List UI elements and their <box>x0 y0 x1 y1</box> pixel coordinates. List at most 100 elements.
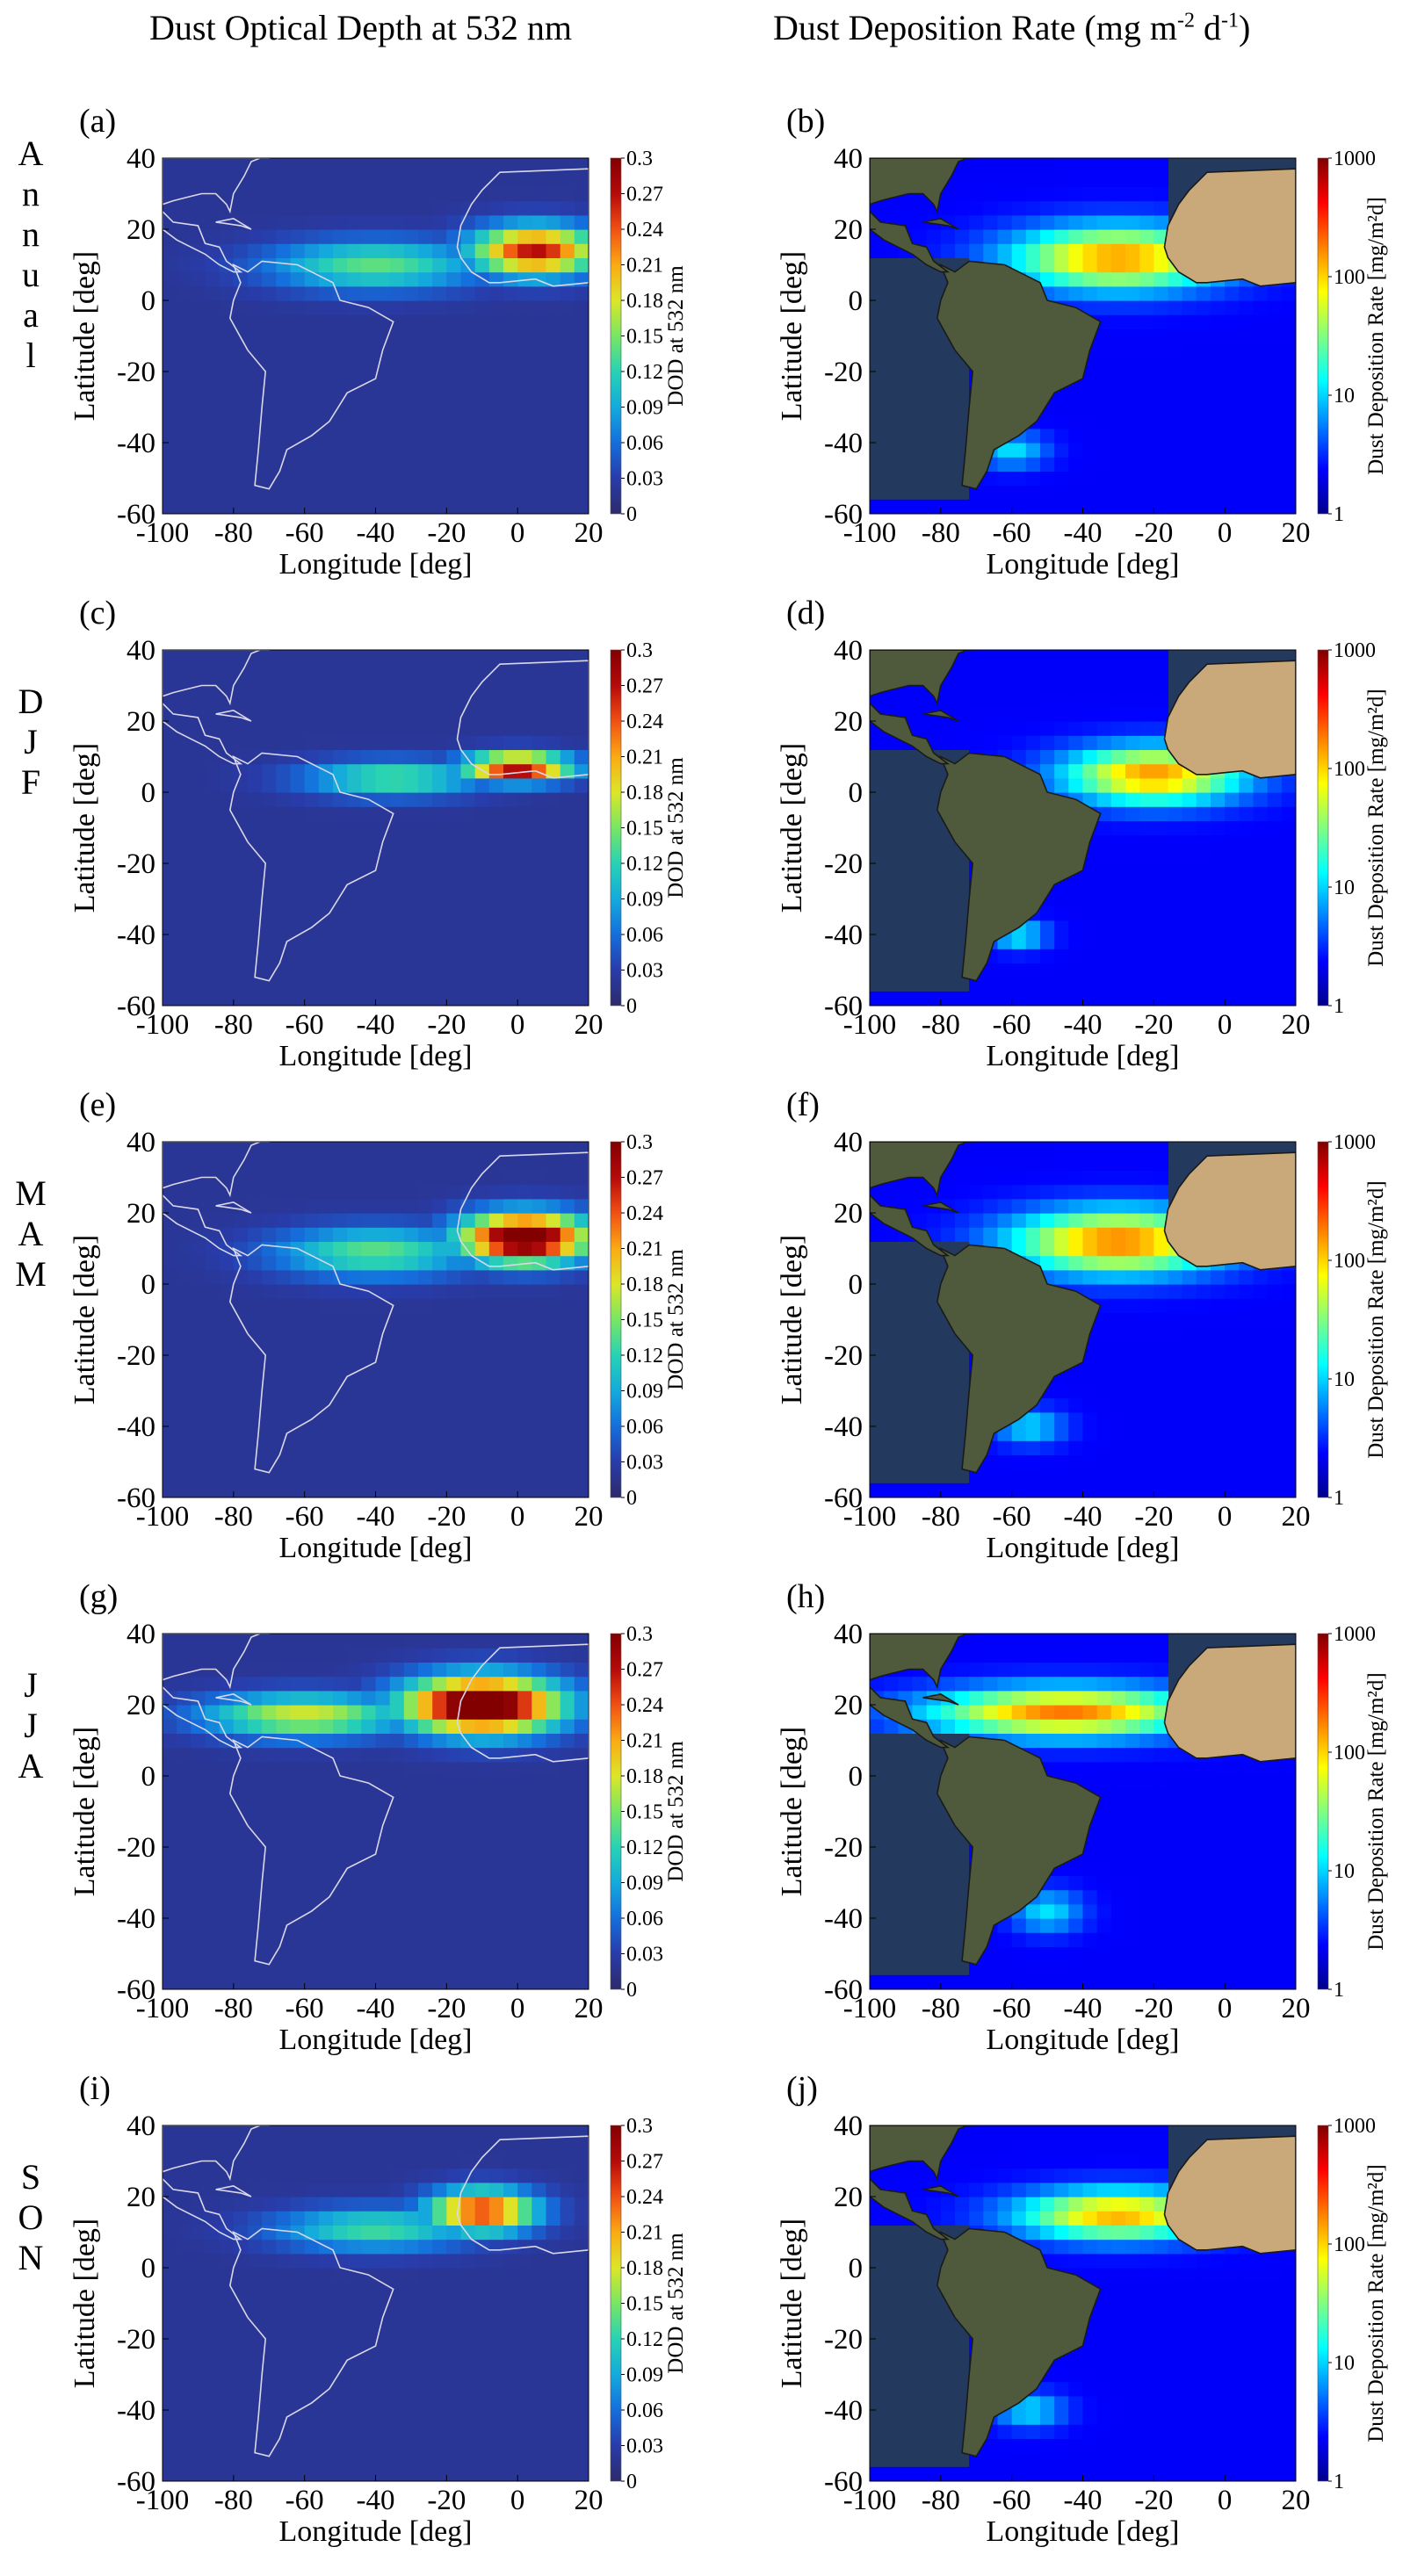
plot-area <box>163 1634 589 1989</box>
x-tick-label: -20 <box>427 1501 466 1533</box>
x-tick-label: -80 <box>922 517 960 549</box>
coastline <box>1163 1643 1296 1763</box>
y-tick-label: -60 <box>117 2466 155 2498</box>
colorbar-tick-label: 0.12 <box>626 361 663 384</box>
x-tick-label: 20 <box>575 1993 604 2024</box>
y-tick-label: 20 <box>834 1690 863 1721</box>
coastline <box>870 1685 951 1749</box>
colorbar-tick-label: 0.24 <box>626 711 663 733</box>
y-tick-label: -20 <box>824 848 863 880</box>
y-tick-label: 0 <box>849 1269 864 1301</box>
panel-letter: (b) <box>786 103 825 140</box>
colorbar-tick-label: 0.3 <box>626 639 653 662</box>
x-tick-label: 0 <box>1218 517 1233 549</box>
x-tick-label: -80 <box>214 517 253 549</box>
x-tick-label: -20 <box>427 1993 466 2024</box>
panel-letter: (e) <box>79 1086 116 1123</box>
x-axis-title: Longitude [deg] <box>987 1532 1180 1564</box>
y-tick-label: -20 <box>117 848 155 880</box>
colorbar-tick-label: 0.27 <box>626 184 663 206</box>
x-tick-label: -100 <box>136 1009 190 1041</box>
coastline <box>922 1201 959 1214</box>
colorbar-tick-label: 0.21 <box>626 1238 663 1261</box>
x-tick-label: -80 <box>214 2485 253 2516</box>
x-tick-label: -60 <box>993 1009 1031 1041</box>
x-tick-label: -60 <box>286 1993 324 2024</box>
x-tick-label: -80 <box>922 1009 960 1041</box>
colorbar-tick-label: 10 <box>1334 877 1355 899</box>
col-title-dod-text: Dust Optical Depth at 532 nm <box>149 8 573 47</box>
x-axis-title: Longitude [deg] <box>279 1040 473 1072</box>
coastline <box>922 710 959 722</box>
y-tick-label: -60 <box>824 2466 863 2498</box>
y-axis-title: Latitude [deg] <box>69 251 101 422</box>
colorbar-tick-label: 0.27 <box>626 675 663 698</box>
y-tick-label: -20 <box>824 1832 863 1864</box>
y-tick-label: -40 <box>824 428 863 459</box>
x-tick-label: -40 <box>357 1501 395 1533</box>
y-tick-label: 20 <box>834 214 863 246</box>
x-tick-label: -40 <box>1064 1501 1103 1533</box>
y-tick-label: -40 <box>824 2395 863 2427</box>
x-tick-label: 20 <box>1282 1009 1311 1041</box>
x-tick-label: -100 <box>136 2485 190 2516</box>
coastline <box>870 702 951 765</box>
colorbar-tick-label: 0.3 <box>626 1131 653 1154</box>
y-tick-label: -20 <box>117 1832 155 1864</box>
colorbar-tick-label: 1 <box>1334 503 1344 526</box>
colorbar-tick-label: 1000 <box>1334 639 1376 662</box>
y-tick-label: -40 <box>117 2395 155 2427</box>
coastline <box>870 2177 951 2240</box>
col-title-dep-prefix: Dust Deposition Rate (mg m <box>773 8 1177 47</box>
colorbar-tick-label: 0.09 <box>626 1381 663 1403</box>
plot-area <box>163 2125 589 2481</box>
colorbar-tick-label: 1 <box>1334 2471 1344 2493</box>
y-tick-label: -60 <box>117 1974 155 2006</box>
x-tick-label: 20 <box>575 517 604 549</box>
coastline <box>163 2177 243 2240</box>
panel-j: (j)-100 -80 -60 -40 -20 0 2040200-20-40-60Long… <box>776 2070 1388 2548</box>
colorbar <box>610 1633 622 1990</box>
colorbar-tick-label: 100 <box>1334 1742 1365 1764</box>
panel-c: (c)-100 -80 -60 -40 -20 0 2040200-20-40-60Long… <box>69 595 688 1072</box>
x-axis-title: Longitude [deg] <box>279 548 473 581</box>
y-tick-label: -40 <box>117 920 155 951</box>
y-axis-title: Latitude [deg] <box>776 743 808 913</box>
x-tick-label: -60 <box>993 517 1031 549</box>
panel-a: (a)-100 -80 -60 -40 -20 0 2040200-20-40-60Long… <box>69 103 688 581</box>
coastline <box>228 2227 394 2457</box>
panel-h: (h)-100 -80 -60 -40 -20 0 2040200-20-40-60Long… <box>776 1578 1388 2056</box>
coastline <box>1163 660 1296 779</box>
x-tick-label: -20 <box>427 1009 466 1041</box>
y-tick-label: -60 <box>117 1483 155 1514</box>
x-tick-label: -20 <box>427 2485 466 2516</box>
x-tick-label: 20 <box>575 1501 604 1533</box>
panel-letter: (i) <box>79 2070 111 2107</box>
colorbar-tick-label: 0.18 <box>626 782 663 805</box>
y-tick-label: -20 <box>117 357 155 388</box>
colorbar-tick-label: 0.06 <box>626 2399 663 2422</box>
coastline <box>215 218 252 230</box>
x-tick-label: -100 <box>843 1009 897 1041</box>
panel-letter: (a) <box>79 103 116 140</box>
colorbar-tick-label: 0.3 <box>626 2115 653 2138</box>
row-label-mam: M A M <box>15 1173 47 1294</box>
x-tick-label: -80 <box>214 1501 253 1533</box>
x-tick-label: -40 <box>357 1009 395 1041</box>
y-tick-label: 20 <box>834 706 863 738</box>
colorbar <box>1317 1633 1329 1990</box>
x-tick-label: -100 <box>843 1993 897 2024</box>
colorbar-tick-label: 10 <box>1334 1860 1355 1883</box>
x-axis-title: Longitude [deg] <box>279 2024 473 2056</box>
x-tick-label: -40 <box>357 517 395 549</box>
row-label-son: S O N <box>18 2157 44 2277</box>
row-label-annual: A n n u a l <box>18 133 44 375</box>
colorbar <box>1317 1141 1329 1498</box>
coastline <box>870 1194 951 1257</box>
x-tick-label: 0 <box>1218 1009 1233 1041</box>
colorbar-tick-label: 0.03 <box>626 960 663 983</box>
coastline <box>870 158 978 214</box>
colorbar-tick-label: 0.21 <box>626 1730 663 1753</box>
y-tick-label: 20 <box>834 1198 863 1230</box>
colorbar-tick-label: 1000 <box>1334 2115 1376 2138</box>
